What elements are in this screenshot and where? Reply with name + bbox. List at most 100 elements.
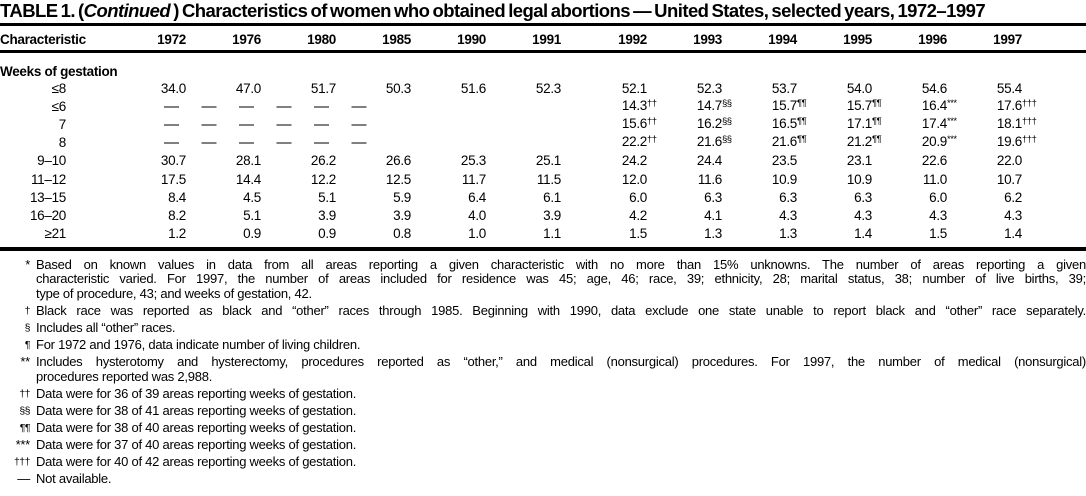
footnote-text: Data were for 38 of 40 areas reporting w… <box>36 421 1086 436</box>
footnote-marker: † <box>24 304 31 317</box>
table-cell: 51.7 <box>261 81 336 96</box>
cell-value: 6.0 <box>929 189 947 205</box>
table-cell: 14.4 <box>186 172 261 187</box>
cell-value: 16.4 <box>921 97 947 113</box>
footnote-line: procedures reported was 2,988. <box>36 368 213 384</box>
cell-value: 54.6 <box>921 80 947 96</box>
cell-value: 26.2 <box>310 153 336 169</box>
not-available-dash: — <box>351 97 367 115</box>
cell-value: 22.0 <box>996 153 1022 169</box>
cell-value: 24.2 <box>621 153 647 169</box>
footnote-marker: § <box>24 322 31 335</box>
row-label: ≤8 <box>51 80 67 96</box>
cell-value: 14.4 <box>235 171 261 187</box>
cell-value: 5.9 <box>393 189 411 205</box>
table-cell: 10.7 <box>947 172 1022 187</box>
footnote: § Includes all “other” races. <box>0 320 1086 336</box>
cell-value: 20.9 <box>921 134 947 150</box>
cell-value: 19.6 <box>996 134 1022 150</box>
footnotes: * Based on known values in data from all … <box>0 257 1086 487</box>
cell-value: 21.6 <box>696 134 722 150</box>
footnote-marker: *** <box>15 437 31 453</box>
not-available-dash: — <box>276 134 292 152</box>
cell-value: 6.1 <box>543 189 561 205</box>
not-available-dash: — <box>314 115 329 133</box>
table-cell: 17.6††† <box>996 97 1037 113</box>
cell-value: 11.5 <box>536 171 561 187</box>
table-cell: 1.5 <box>872 226 947 241</box>
table-cell: 17.4*** <box>921 115 957 131</box>
table-row: 13–15 8.4 4.5 5.1 5.9 6.4 6.1 6.0 6.3 6.3 6.3 6.0 6.… <box>0 188 1086 206</box>
table-cell: 11.5 <box>486 172 561 187</box>
table-cell: 1.5 <box>561 226 647 241</box>
cell-value: 12.0 <box>621 171 647 187</box>
table-row: 9–10 30.7 28.1 26.2 26.6 25.3 25.1 24.2 24.4 23.5… <box>0 152 1086 170</box>
table-row: 16–20 8.2 5.1 3.9 3.9 4.0 3.9 4.2 4.1 4.3 4.3 4.3 4.… <box>0 206 1086 224</box>
table-title-continued: Continued <box>83 0 171 21</box>
footnote-line: Data were for 40 of 42 areas reporting w… <box>36 454 357 470</box>
cell-value: 1.1 <box>543 226 561 242</box>
column-header-year-1992: 1992 <box>618 32 647 47</box>
footnote-marker: — <box>17 471 30 487</box>
cell-value: 22.6 <box>921 153 947 169</box>
table-title-prefix: TABLE 1. ( <box>0 0 84 21</box>
table-cell: 3.9 <box>486 208 561 223</box>
table-cell: 23.5 <box>722 153 797 168</box>
cell-value: 3.9 <box>393 207 411 223</box>
table-title-suffix: ) Characteristics of women who obtained … <box>170 0 986 21</box>
table-cell: 14.3†† <box>621 97 657 113</box>
table-cell: 6.4 <box>411 190 486 205</box>
cell-value: 4.0 <box>468 207 486 223</box>
column-header-year-1991: 1991 <box>532 32 561 47</box>
cell-value: 12.5 <box>385 171 411 187</box>
column-header-year-1994: 1994 <box>768 32 797 47</box>
cell-value: 54.0 <box>846 80 872 96</box>
column-header-year-1980: 1980 <box>307 32 336 47</box>
table-cell: 15.6†† <box>621 115 657 131</box>
footnote-text: Includes hysterotomy and hysterectomy, p… <box>36 355 1086 384</box>
cell-value: 25.3 <box>460 153 486 169</box>
cell-value: 10.7 <box>996 171 1022 187</box>
footnote-marker: ¶ <box>24 339 31 352</box>
row-label: 8 <box>58 135 67 151</box>
footnote-line: Not available. <box>36 471 112 487</box>
cell-value: 10.9 <box>771 171 797 187</box>
cell-value: 30.7 <box>160 153 186 169</box>
footnote-text: For 1972 and 1976, data indicate number … <box>36 338 1086 353</box>
footnote: ††† Data were for 40 of 42 areas reportin… <box>0 455 1086 470</box>
table-cell: 6.2 <box>947 190 1022 205</box>
footnote-text: Data were for 40 of 42 areas reporting w… <box>36 455 1086 470</box>
section-weeks-of-gestation: Weeks of gestation <box>0 64 118 79</box>
table-row: 8 — — — — — — 22.2†† 21.6§§ 21.6¶¶ 21.2¶¶ 20.9*** 19… <box>0 134 1086 152</box>
cell-value: 6.2 <box>1004 189 1022 205</box>
table-cell: 0.9 <box>261 226 336 241</box>
table-cell: 17.5 <box>111 172 186 187</box>
cell-value: 15.6 <box>621 115 647 131</box>
footnote-text: Includes all “other” races. <box>36 320 1086 336</box>
column-header-year-1990: 1990 <box>457 32 486 47</box>
cell-value: 21.2 <box>846 134 872 150</box>
not-available-dash: — <box>201 97 217 115</box>
cell-value: 11.7 <box>461 171 486 187</box>
cell-value: 21.6 <box>771 134 797 150</box>
table-cell: 28.1 <box>186 153 261 168</box>
footnote: ¶¶ Data were for 38 of 40 areas reporting… <box>0 421 1086 436</box>
not-available-dash: — <box>314 97 329 115</box>
table-cell: 1.3 <box>647 226 722 241</box>
table-cell: 6.1 <box>486 190 561 205</box>
row-label: ≤6 <box>51 98 67 114</box>
row-label: 11–12 <box>30 171 66 187</box>
table-row: 11–12 17.5 14.4 12.2 12.5 11.7 11.5 12.0 11.6 10.… <box>0 170 1086 188</box>
not-available-dash: — <box>164 97 179 115</box>
table-cell: 24.4 <box>647 153 722 168</box>
cell-value: 25.1 <box>535 153 561 169</box>
column-header-year-1985: 1985 <box>382 32 411 47</box>
not-available-dash: — <box>351 134 367 152</box>
cell-value: 11.0 <box>922 171 947 187</box>
footnote-line: Includes all “other” races. <box>36 320 176 336</box>
cell-value: 8.2 <box>168 207 186 223</box>
cell-value: 5.1 <box>243 207 261 223</box>
cell-value: 0.8 <box>393 226 411 242</box>
cell-value: 6.0 <box>629 189 647 205</box>
table-cell: 50.3 <box>336 81 411 96</box>
